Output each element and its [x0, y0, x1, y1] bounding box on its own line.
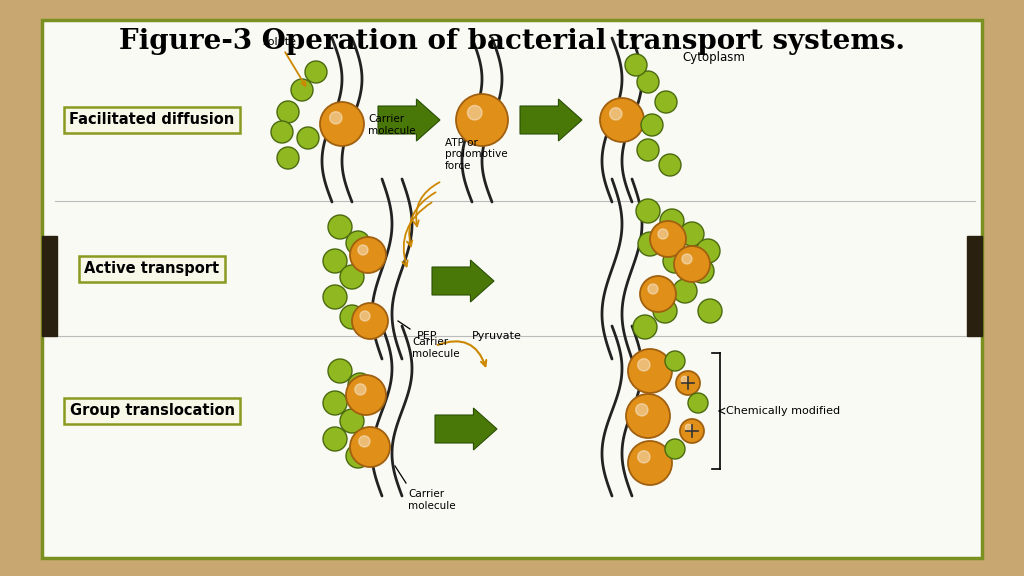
Circle shape	[323, 391, 347, 415]
Circle shape	[456, 94, 508, 146]
Text: ATP or
prolomotive
force: ATP or prolomotive force	[445, 138, 508, 171]
FancyArrow shape	[378, 99, 440, 141]
Circle shape	[600, 98, 644, 142]
Circle shape	[640, 276, 676, 312]
Text: Carrier
molecule: Carrier molecule	[408, 489, 456, 510]
Circle shape	[663, 249, 687, 273]
Circle shape	[330, 112, 342, 124]
Text: Active transport: Active transport	[84, 262, 219, 276]
Circle shape	[350, 427, 390, 467]
Circle shape	[625, 54, 647, 76]
Circle shape	[696, 239, 720, 263]
Circle shape	[676, 371, 700, 395]
Text: Facilitated diffusion: Facilitated diffusion	[70, 112, 234, 127]
Circle shape	[665, 351, 685, 371]
Circle shape	[638, 232, 662, 256]
Circle shape	[637, 139, 659, 161]
Circle shape	[323, 285, 347, 309]
Circle shape	[346, 444, 370, 468]
Circle shape	[348, 373, 372, 397]
Circle shape	[346, 375, 386, 415]
Circle shape	[328, 359, 352, 383]
Text: Carrier
molecule: Carrier molecule	[368, 114, 416, 136]
Text: PEP: PEP	[417, 331, 437, 341]
Circle shape	[340, 305, 364, 329]
Circle shape	[626, 394, 670, 438]
FancyArrow shape	[520, 99, 582, 141]
Circle shape	[674, 246, 710, 282]
Text: Carrier
molecule: Carrier molecule	[412, 337, 460, 359]
Circle shape	[358, 436, 370, 447]
Circle shape	[673, 279, 697, 303]
Circle shape	[467, 105, 482, 120]
Circle shape	[641, 114, 663, 136]
Circle shape	[628, 349, 672, 393]
Circle shape	[680, 222, 705, 246]
Circle shape	[340, 409, 364, 433]
Circle shape	[648, 284, 658, 294]
Text: Group translocation: Group translocation	[70, 404, 234, 419]
Text: Chemically modified: Chemically modified	[726, 406, 840, 416]
Circle shape	[278, 147, 299, 169]
Circle shape	[340, 265, 364, 289]
Circle shape	[653, 299, 677, 323]
Circle shape	[628, 441, 672, 485]
Circle shape	[698, 299, 722, 323]
Circle shape	[682, 254, 692, 264]
Circle shape	[352, 303, 388, 339]
Circle shape	[354, 384, 366, 395]
Circle shape	[665, 439, 685, 459]
Circle shape	[655, 91, 677, 113]
Circle shape	[323, 427, 347, 451]
Bar	[967, 236, 982, 336]
Text: Figure-3 Operation of bacterial transport systems.: Figure-3 Operation of bacterial transpor…	[119, 28, 905, 55]
Circle shape	[681, 376, 688, 383]
Circle shape	[660, 209, 684, 233]
Circle shape	[637, 71, 659, 93]
FancyArrow shape	[432, 260, 494, 302]
Circle shape	[680, 419, 705, 443]
Circle shape	[346, 231, 370, 255]
Circle shape	[323, 249, 347, 273]
FancyArrow shape	[435, 408, 497, 450]
Circle shape	[271, 121, 293, 143]
Text: Cytoplasm: Cytoplasm	[682, 51, 744, 65]
Circle shape	[297, 127, 319, 149]
Circle shape	[636, 404, 648, 416]
Text: solute: solute	[262, 37, 305, 86]
Circle shape	[659, 154, 681, 176]
Circle shape	[636, 199, 660, 223]
Circle shape	[638, 450, 650, 463]
Circle shape	[305, 61, 327, 83]
Circle shape	[319, 102, 364, 146]
Circle shape	[350, 237, 386, 273]
Circle shape	[609, 108, 622, 120]
Circle shape	[633, 315, 657, 339]
Circle shape	[658, 229, 668, 239]
FancyBboxPatch shape	[42, 20, 982, 558]
Circle shape	[358, 245, 368, 255]
Circle shape	[291, 79, 313, 101]
Circle shape	[690, 259, 714, 283]
Bar	[42, 236, 57, 336]
Text: Pyruvate: Pyruvate	[472, 331, 522, 341]
Circle shape	[688, 393, 708, 413]
Circle shape	[650, 221, 686, 257]
Circle shape	[359, 311, 370, 321]
Circle shape	[278, 101, 299, 123]
Circle shape	[685, 425, 692, 431]
Circle shape	[638, 359, 650, 371]
Circle shape	[328, 215, 352, 239]
